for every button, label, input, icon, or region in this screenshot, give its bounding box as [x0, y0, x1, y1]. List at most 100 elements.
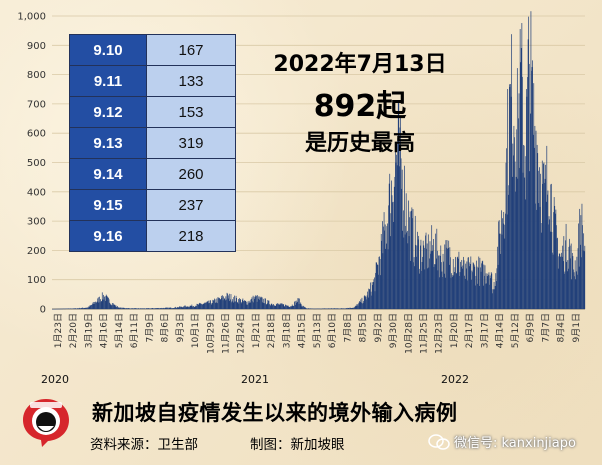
bar: [252, 295, 254, 309]
bar: [488, 275, 489, 309]
bar: [155, 308, 157, 309]
bar: [382, 221, 383, 309]
bar: [115, 305, 117, 309]
bar: [488, 272, 490, 309]
x-tick-label: 2月17日: [464, 313, 475, 348]
bar: [346, 308, 347, 309]
bar: [305, 308, 307, 309]
bar: [326, 308, 328, 309]
bar: [502, 223, 504, 309]
bar: [540, 173, 541, 309]
bar: [280, 303, 282, 309]
bar: [351, 308, 353, 309]
bar: [234, 301, 236, 309]
bar: [268, 300, 269, 309]
bar: [283, 306, 285, 309]
bar: [91, 305, 92, 309]
bar: [421, 261, 423, 309]
bar: [389, 236, 391, 309]
bar: [460, 266, 462, 309]
bar: [372, 285, 374, 309]
xinjiapoyan-logo-icon: [23, 399, 69, 447]
bar: [437, 270, 439, 309]
bar: [402, 210, 404, 309]
bar: [490, 272, 492, 309]
bar: [190, 305, 192, 309]
bar-series: [52, 11, 586, 310]
bar: [379, 259, 381, 309]
bar: [492, 289, 494, 309]
bar: [476, 260, 477, 309]
bar: [300, 302, 302, 309]
bar: [197, 304, 199, 309]
bar: [164, 308, 165, 309]
bar: [463, 260, 465, 309]
table-row: 9.10 167: [69, 34, 236, 66]
bar: [543, 162, 545, 309]
bar: [359, 301, 361, 309]
bar: [547, 194, 548, 309]
bar: [485, 283, 486, 309]
bar: [490, 278, 492, 309]
x-tick-label: 5月13日: [312, 313, 323, 348]
bar: [557, 237, 558, 309]
bar: [412, 209, 414, 309]
chart-maker: 制图：新加坡眼: [250, 437, 345, 453]
bar: [276, 304, 278, 309]
bar: [240, 303, 242, 309]
bar: [520, 48, 522, 310]
bar: [448, 264, 450, 309]
bar: [253, 302, 255, 309]
bar: [196, 306, 197, 309]
bar: [87, 307, 88, 309]
bar: [183, 306, 185, 309]
x-tick-label: 11月25日: [419, 313, 430, 354]
bar: [83, 307, 85, 309]
bar: [165, 307, 167, 309]
bar: [273, 305, 275, 309]
bar: [282, 304, 284, 309]
bar: [342, 308, 344, 309]
bar: [457, 256, 459, 309]
bar: [214, 299, 216, 309]
bar: [85, 307, 87, 309]
bar: [494, 285, 496, 309]
data-source: 资料来源：卫生部: [90, 437, 198, 453]
bar: [452, 259, 454, 309]
bar: [553, 197, 555, 309]
bar: [236, 302, 238, 309]
bar: [333, 308, 334, 309]
y-tick-label: 400: [27, 187, 46, 198]
bar: [243, 301, 245, 309]
bar: [120, 307, 121, 309]
bar: [570, 258, 571, 309]
bar: [210, 300, 211, 309]
bar: [498, 221, 499, 309]
bar: [451, 275, 453, 309]
bar: [124, 308, 126, 309]
bar: [158, 308, 159, 309]
bar: [437, 250, 438, 309]
bar: [347, 308, 349, 309]
bar: [583, 233, 585, 309]
bar: [273, 304, 274, 309]
table-date-cell: 9.12: [69, 96, 147, 128]
bar: [454, 267, 456, 309]
bar: [168, 307, 170, 309]
bar: [502, 218, 503, 309]
bar: [179, 307, 181, 309]
bar: [161, 307, 163, 309]
bar: [141, 308, 143, 309]
x-tick-label: 9月30日: [388, 313, 399, 348]
bar: [264, 298, 266, 309]
bar: [396, 165, 398, 309]
bar: [415, 244, 417, 309]
bar: [182, 307, 184, 309]
table-value-cell: 218: [146, 220, 236, 252]
bar: [212, 299, 214, 309]
bar: [423, 247, 425, 309]
bar: [438, 255, 440, 309]
bar: [198, 304, 200, 309]
bar: [533, 83, 535, 309]
bar: [577, 248, 579, 309]
